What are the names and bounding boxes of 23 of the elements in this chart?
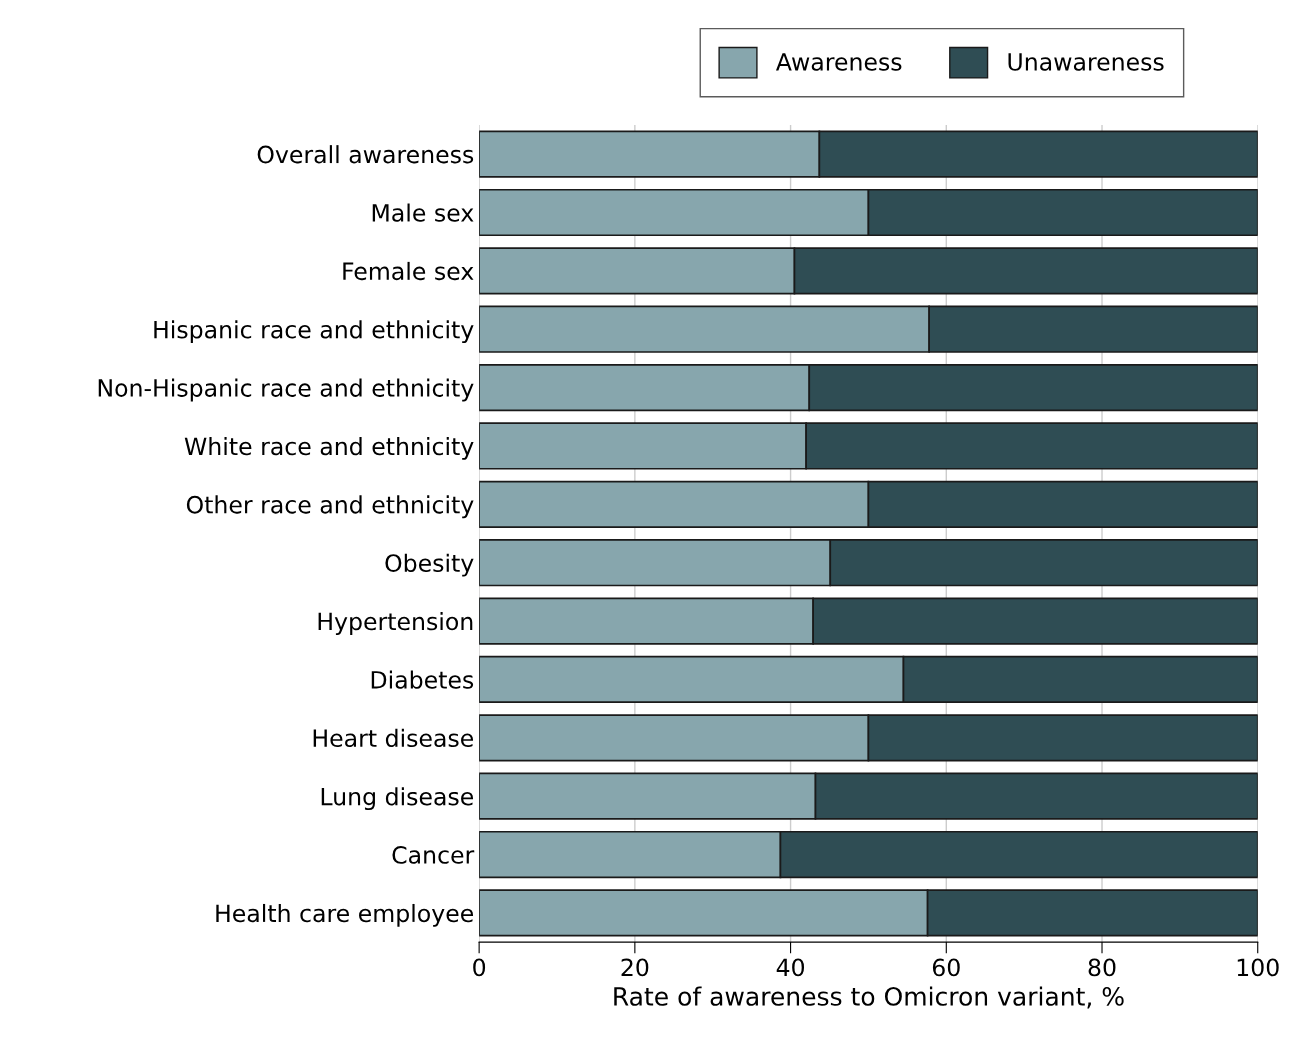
y-tick-label: Male sex xyxy=(372,203,474,222)
x-tick-label: 80 xyxy=(1088,958,1116,977)
y-tick-label: White race and ethnicity xyxy=(184,436,474,460)
y-tick-label: Heart disease xyxy=(313,728,474,748)
x-axis-title: Rate of awareness to Omicron variant, % xyxy=(614,986,1124,1009)
y-tick-label: Obesity xyxy=(385,553,474,577)
legend-label: Unawareness xyxy=(1008,53,1164,71)
y-tick-label: Hypertension xyxy=(318,612,473,635)
y-tick-label: Female sex xyxy=(343,261,474,281)
legend-label: Awareness xyxy=(775,53,902,71)
y-tick-label: Hispanic race and ethnicity xyxy=(154,320,474,344)
y-tick-label: Non-Hispanic race and ethnicity xyxy=(98,378,474,402)
y-tick-label: Other race and ethnicity xyxy=(186,495,474,519)
y-tick-label: Cancer xyxy=(392,846,475,864)
x-tick-label: 60 xyxy=(932,958,960,977)
x-tick-label: 100 xyxy=(1237,958,1279,977)
x-tick-label: 20 xyxy=(621,958,649,977)
x-tick-label: 40 xyxy=(776,958,805,977)
x-tick-label: 0 xyxy=(473,958,486,977)
y-tick-label: Health care employee xyxy=(216,903,474,927)
y-tick-label: Overall awareness xyxy=(257,145,474,164)
y-tick-label: Diabetes xyxy=(371,670,474,689)
y-tick-label: Lung disease xyxy=(321,787,474,811)
